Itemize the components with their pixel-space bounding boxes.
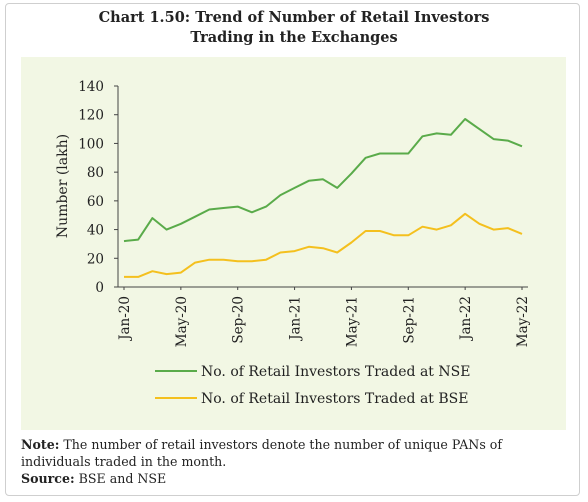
x-tick-label: May-20 (174, 296, 190, 347)
legend-label-nse: No. of Retail Investors Traded at NSE (201, 364, 470, 380)
figure-frame (5, 3, 580, 496)
chart-title-line2: Trading in the Exchanges (190, 29, 398, 46)
x-tick-label: Sep-21 (401, 296, 417, 344)
note-text: The number of retail investors denote th… (21, 437, 503, 469)
y-tick-label: 20 (87, 251, 104, 267)
chart-source: Source: BSE and NSE (21, 470, 166, 487)
x-tick-label: Jan-22 (458, 296, 474, 342)
y-tick-label: 40 (87, 223, 104, 239)
y-axis-label: Number (lakh) (55, 134, 71, 238)
y-tick-label: 80 (87, 165, 104, 181)
y-tick-label: 120 (78, 108, 104, 124)
y-tick-label: 60 (87, 194, 104, 210)
chart-note: Note: The number of retail investors den… (21, 436, 571, 470)
x-tick-label: May-22 (515, 296, 531, 347)
x-tick-label: May-21 (344, 296, 360, 347)
x-tick-label: Jan-20 (117, 296, 133, 342)
y-tick-label: 0 (95, 280, 104, 296)
line-chart: 0 20 40 60 80 100 120 140 Number (lakh) Jan-20 May… (55, 79, 531, 407)
chart-title-line1: Chart 1.50: Trend of Number of Retail In… (98, 9, 490, 26)
x-tick-label: Sep-20 (231, 296, 247, 344)
legend-label-bse: No. of Retail Investors Traded at BSE (201, 391, 468, 407)
source-text: BSE and NSE (74, 471, 167, 486)
note-label: Note: (21, 437, 60, 452)
y-tick-label: 140 (78, 79, 104, 95)
series-line-nse (123, 118, 523, 243)
x-tick-label: Jan-21 (288, 296, 304, 342)
series-line-bse (124, 212, 523, 278)
source-label: Source: (21, 471, 75, 486)
plot-panel (21, 57, 566, 430)
y-tick-label: 100 (78, 136, 104, 152)
